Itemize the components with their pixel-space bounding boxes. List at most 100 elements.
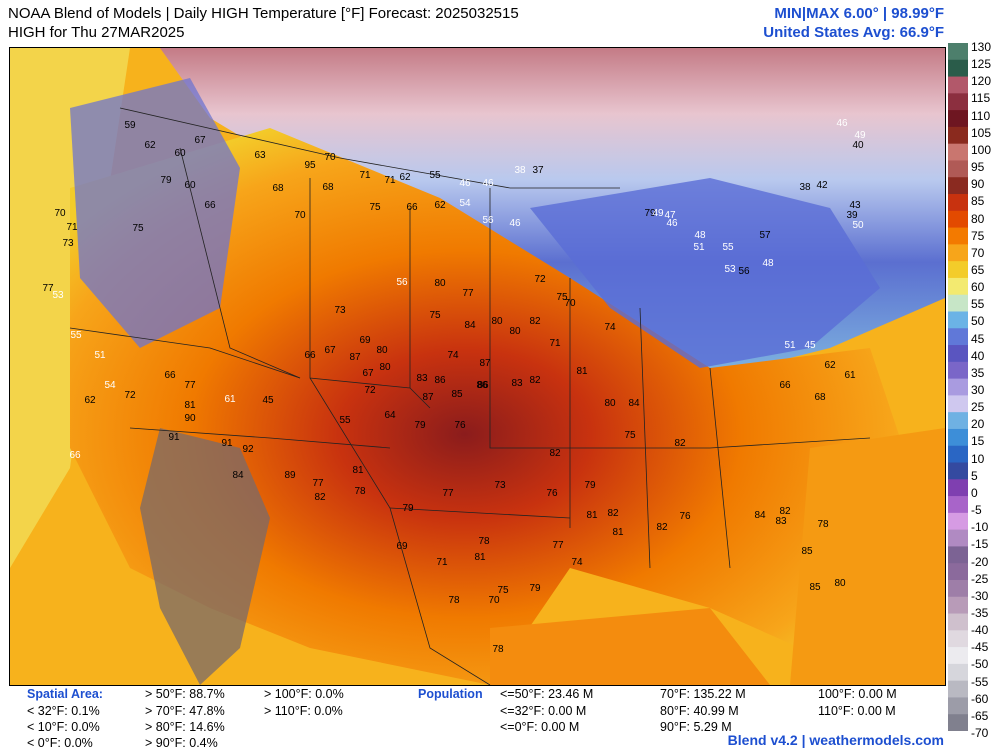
temperature-value: 81 (184, 400, 196, 411)
colorbar-tick-label: 85 (971, 194, 985, 209)
temperature-value: 86 (477, 380, 489, 391)
temperature-value: 68 (272, 183, 284, 194)
colorbar-tick-label: 75 (971, 228, 985, 243)
pop-90: 90°F: 5.29 M (660, 720, 732, 734)
temperature-value: 69 (396, 541, 408, 552)
temperature-value: 56 (738, 266, 750, 277)
temperature-value: 79 (160, 175, 172, 186)
temperature-value: 62 (434, 200, 446, 211)
temperature-value: 49 (652, 208, 664, 219)
colorbar-swatch (948, 244, 968, 262)
state-border-line (389, 507, 571, 519)
temperature-value: 55 (722, 242, 734, 253)
colorbar-tick-label: -35 (971, 605, 989, 620)
spatial-gt110: > 110°F: 0.0% (264, 704, 343, 718)
temperature-value: 37 (532, 165, 544, 176)
colorbar-tick-label: -50 (971, 657, 989, 672)
temperature-value: 62 (84, 395, 96, 406)
state-border-line (179, 147, 301, 379)
colorbar-swatch (948, 277, 968, 296)
temperature-value: 74 (447, 350, 459, 361)
temperature-value: 82 (607, 508, 619, 519)
temperature-value: 64 (384, 410, 396, 421)
temperature-value: 79 (402, 503, 414, 514)
colorbar-swatch (948, 294, 968, 312)
temperature-value: 87 (422, 392, 434, 403)
colorbar-tick-label: 125 (971, 57, 992, 72)
minmax-readout: MIN|MAX 6.00° | 98.99°F (774, 5, 944, 22)
temperature-value: 54 (459, 198, 471, 209)
colorbar-swatch (948, 177, 968, 195)
colorbar-swatch (948, 378, 968, 396)
state-border-line (119, 107, 620, 189)
temperature-value: 80 (491, 316, 503, 327)
temperature-value: 77 (442, 488, 454, 499)
temperature-value: 49 (854, 130, 866, 141)
pop-le0: <=0°F: 0.00 M (500, 720, 580, 734)
colorbar-tick-label: -55 (971, 674, 989, 689)
colorbar-swatch (948, 479, 968, 497)
temperature-value: 85 (451, 389, 463, 400)
temperature-value: 59 (10, 48, 16, 51)
temperature-value: 80 (434, 278, 446, 289)
temperature-value: 71 (436, 557, 448, 568)
colorbar-swatch (948, 579, 968, 598)
title-line-2: HIGH for Thu 27MAR2025 (8, 24, 185, 41)
state-border-line (639, 307, 651, 569)
temperature-value: 76 (546, 488, 558, 499)
temperature-value: 83 (775, 516, 787, 527)
temperature-value: 76 (679, 511, 691, 522)
colorbar-swatch (948, 563, 968, 581)
temperature-value: 62 (144, 140, 156, 151)
colorbar-tick-label: 70 (971, 245, 985, 260)
colorbar-swatch (948, 194, 968, 212)
temperature-value: 71 (66, 222, 78, 233)
temperature-value: 78 (817, 519, 829, 530)
colorbar-swatch (948, 445, 968, 464)
colorbar-tick-label: -5 (971, 503, 982, 518)
colorbar-tick-label: 100 (971, 142, 992, 157)
spatial-gt100: > 100°F: 0.0% (264, 687, 344, 701)
colorbar-swatch (948, 714, 968, 732)
colorbar-swatch (948, 428, 968, 447)
temperature-value: 47 (664, 210, 676, 221)
colorbar-swatch (948, 395, 968, 413)
temperature-value: 78 (448, 595, 460, 606)
temperature-value: 79 (644, 208, 656, 219)
temperature-value: 56 (396, 277, 408, 288)
colorbar-tick-label: 10 (971, 451, 985, 466)
temperature-value: 82 (529, 375, 541, 386)
temperature-value: 80 (376, 345, 388, 356)
temperature-value: 71 (549, 338, 561, 349)
temperature-value: 66 (406, 202, 418, 213)
colorbar-swatch (948, 663, 968, 682)
temperature-value: 81 (612, 527, 624, 538)
colorbar-tick-label: 95 (971, 160, 985, 175)
temperature-value: 46 (459, 178, 471, 189)
colorbar-tick-label: 115 (971, 91, 991, 106)
colorbar-swatch (948, 76, 968, 94)
colorbar-tick-label: 105 (971, 125, 992, 140)
temperature-value: 91 (221, 438, 233, 449)
temperature-value: 60 (184, 180, 196, 191)
state-border-line (69, 327, 301, 379)
temperature-value: 80 (834, 578, 846, 589)
temperature-value: 78 (478, 536, 490, 547)
desert-hot-area (140, 428, 270, 685)
temperature-value: 72 (10, 48, 16, 51)
state-border-line (309, 178, 431, 409)
pop-le32: <=32°F: 0.00 M (500, 704, 587, 718)
state-border-line (709, 367, 731, 569)
temperature-value: 91 (168, 432, 180, 443)
state-border-line (309, 377, 491, 685)
pop-100: 100°F: 0.00 M (818, 687, 897, 701)
temperature-value: 58 (10, 48, 16, 51)
temperature-value: 45 (804, 340, 816, 351)
spatial-lt0: < 0°F: 0.0% (27, 736, 93, 750)
temperature-value: 68 (10, 48, 16, 51)
spatial-gt70: > 70°F: 47.8% (145, 704, 225, 718)
temperature-value: 75 (497, 585, 509, 596)
temperature-value: 81 (474, 552, 486, 563)
title-line-1: NOAA Blend of Models | Daily HIGH Temper… (8, 5, 519, 22)
temperature-value: 53 (52, 290, 64, 301)
